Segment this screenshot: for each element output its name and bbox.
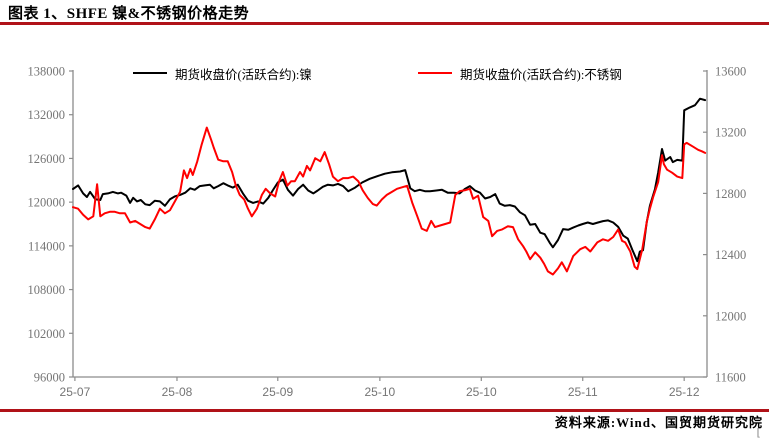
x-axis-tick-label: 25-09 — [262, 385, 293, 399]
title-underline — [0, 22, 769, 25]
legend-label-stainless: 期货收盘价(活跃合约):不锈钢 — [460, 67, 622, 82]
right-axis-tick-label: 11600 — [715, 371, 746, 385]
legend-item-stainless: 期货收盘价(活跃合约):不锈钢 — [418, 65, 622, 82]
left-axis-tick-label: 114000 — [28, 239, 65, 253]
footer-rule — [0, 409, 769, 412]
x-axis-tick-label: 25-10 — [365, 385, 396, 399]
left-axis-tick-label: 132000 — [28, 108, 66, 122]
source-note: 资料来源:Wind、国贸期货研究院 — [554, 415, 763, 430]
x-axis-tick-label: 25-11 — [568, 385, 598, 399]
left-axis-tick-label: 108000 — [28, 283, 66, 297]
x-axis-tick-label: 25-10 — [466, 385, 497, 399]
nickel-line-swatch — [133, 71, 167, 75]
right-axis-tick-label: 12800 — [715, 187, 746, 201]
left-axis-tick-label: 120000 — [28, 196, 66, 210]
right-axis-tick-label: 13200 — [715, 126, 746, 140]
x-axis-tick-label: 25-07 — [60, 385, 91, 399]
x-axis-tick-label: 25-12 — [669, 385, 700, 399]
left-axis-tick-label: 126000 — [28, 152, 66, 166]
x-axis-tick-label: 25-08 — [162, 385, 193, 399]
left-axis-tick-label: 138000 — [28, 65, 66, 79]
right-axis-tick-label: 12400 — [715, 248, 746, 262]
right-axis-tick-label: 12000 — [715, 309, 746, 323]
left-axis-tick-label: 96000 — [34, 371, 65, 385]
nickel-series-line — [72, 97, 707, 263]
stainless-line-swatch — [418, 71, 452, 75]
left-axis-tick-label: 102000 — [28, 327, 66, 341]
legend-label-nickel: 期货收盘价(活跃合约):镍 — [175, 67, 312, 82]
stainless-series-line — [72, 126, 707, 276]
legend-item-nickel: 期货收盘价(活跃合约):镍 — [133, 65, 312, 82]
footnote-bracket: [ — [755, 426, 762, 439]
figure-title: 图表 1、SHFE 镍&不锈钢价格走势 — [8, 6, 250, 22]
right-axis-tick-label: 13600 — [715, 65, 746, 79]
